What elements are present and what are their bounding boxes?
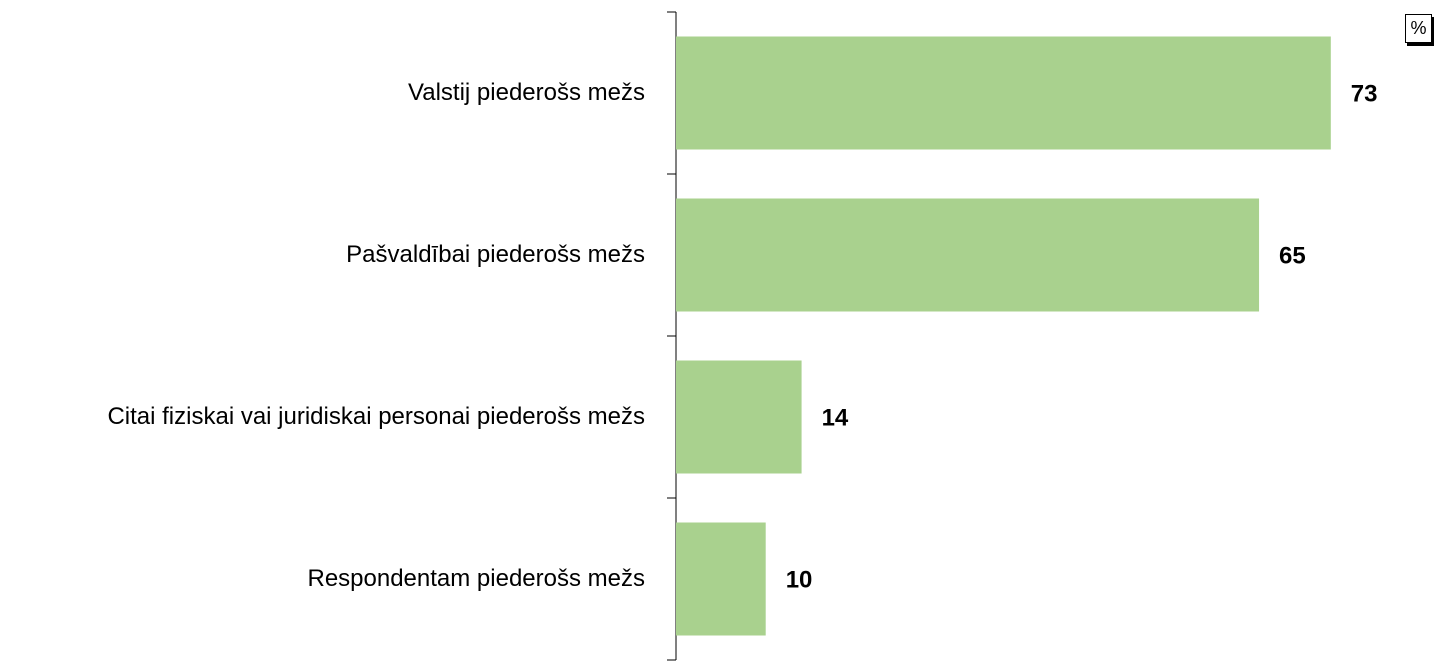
value-label: 65	[1279, 242, 1306, 269]
category-label: Respondentam piederošs mežs	[307, 565, 645, 592]
category-label: Pašvaldībai piederošs mežs	[346, 241, 645, 268]
value-label: 73	[1351, 80, 1378, 107]
category-label: Citai fiziskai vai juridiskai personai p…	[107, 403, 645, 430]
value-label: 10	[786, 566, 813, 593]
unit-label: %	[1405, 14, 1432, 43]
bar	[676, 198, 1260, 312]
bar	[676, 360, 802, 474]
bar	[676, 522, 766, 636]
bar	[676, 36, 1331, 150]
value-label: 14	[822, 404, 849, 431]
category-label: Valstij piederošs mežs	[408, 79, 645, 106]
